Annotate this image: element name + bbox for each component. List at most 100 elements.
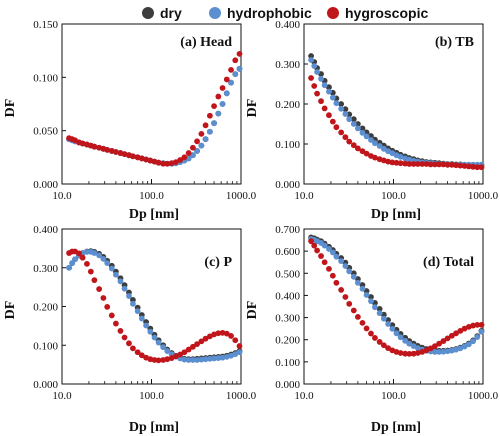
data-point-hygroscopic	[419, 161, 426, 167]
data-point-hygroscopic	[453, 162, 459, 169]
data-point-hydrophobic	[66, 264, 72, 271]
legend-marker-dry	[142, 7, 154, 19]
data-point-hydrophobic	[372, 304, 378, 311]
data-point-hygroscopic	[314, 247, 320, 254]
data-point-hygroscopic	[155, 357, 162, 364]
y-tick-label: 0.600	[275, 246, 300, 258]
data-point-hygroscopic	[160, 160, 167, 167]
data-point-hygroscopic	[333, 124, 340, 131]
y-tick-label: 0.000	[275, 379, 300, 391]
data-point-hydrophobic	[333, 253, 340, 260]
legend-label-hygroscopic: hygroscopic	[345, 5, 428, 21]
data-point-hygroscopic	[389, 159, 396, 166]
data-point-hygroscopic	[318, 98, 324, 105]
y-tick-label: 0.150	[33, 19, 58, 31]
data-point-hydrophobic	[329, 94, 336, 101]
data-point-hydrophobic	[470, 338, 476, 345]
data-point-hygroscopic	[121, 334, 128, 341]
data-point-hydrophobic	[342, 263, 349, 269]
y-tick-label: 0.000	[33, 179, 58, 191]
data-point-hydrophobic	[202, 136, 209, 143]
data-point-hydrophobic	[198, 142, 205, 149]
data-point-hygroscopic	[444, 161, 451, 168]
x-tick-label: 100.0	[139, 190, 164, 202]
data-point-hygroscopic	[194, 138, 200, 145]
data-point-hydrophobic	[321, 82, 328, 89]
panel-title: (c) P	[204, 255, 232, 270]
data-point-hydrophobic	[474, 334, 481, 340]
data-point-hygroscopic	[363, 325, 370, 332]
data-point-hygroscopic	[318, 253, 324, 259]
data-point-hygroscopic	[134, 349, 141, 356]
data-point-hygroscopic	[198, 338, 205, 345]
data-point-hygroscopic	[440, 338, 447, 344]
data-point-hygroscopic	[478, 321, 485, 328]
data-point-hydrophobic	[359, 129, 366, 136]
data-point-hygroscopic	[326, 112, 332, 119]
y-axis-label: DF	[3, 301, 18, 320]
data-point-hydrophobic	[211, 120, 217, 127]
panel-total: (d) Total Dp [nm] DF 0.000 0.100 0.200 0.30…	[245, 224, 499, 435]
data-point-hygroscopic	[431, 343, 438, 350]
data-point-hydrophobic	[314, 69, 320, 75]
data-point-hygroscopic	[198, 130, 205, 137]
x-axis-label: Dp [nm]	[129, 207, 179, 222]
data-point-hygroscopic	[436, 161, 442, 168]
data-point-hygroscopic	[465, 163, 472, 170]
data-point-hygroscopic	[206, 112, 213, 119]
y-tick-label: 0.200	[275, 99, 300, 111]
y-tick-label: 0.400	[33, 224, 58, 236]
data-point-hygroscopic	[474, 321, 481, 328]
y-tick-label: 0.300	[275, 59, 300, 71]
series-hydrophobic	[308, 236, 485, 355]
data-point-hygroscopic	[414, 161, 421, 167]
series-hydrophobic	[66, 65, 243, 167]
data-point-dry	[350, 116, 357, 123]
data-point-dry	[338, 101, 345, 107]
data-point-hygroscopic	[427, 161, 434, 168]
legend-marker-hydrophobic	[209, 7, 221, 19]
data-point-hygroscopic	[87, 268, 94, 275]
y-tick-label: 0.000	[33, 379, 58, 391]
panel-p: (c) P Dp [nm] DF 0.000 0.100 0.200 0.300 0.4…	[3, 224, 257, 435]
data-point-hydrophobic	[236, 349, 243, 356]
data-point-hygroscopic	[397, 160, 404, 167]
data-point-hygroscopic	[363, 150, 370, 157]
legend-item-hydrophobic: hydrophobic	[209, 5, 312, 21]
data-point-hydrophobic	[346, 116, 353, 123]
panel-title: (d) Total	[423, 255, 474, 270]
data-point-hygroscopic	[314, 90, 320, 97]
data-point-hydrophobic	[338, 105, 345, 112]
data-point-hygroscopic	[194, 341, 200, 347]
data-point-hydrophobic	[164, 348, 171, 354]
data-point-hygroscopic	[397, 350, 404, 356]
data-point-hydrophobic	[397, 334, 404, 341]
data-point-hygroscopic	[232, 57, 239, 64]
data-point-hygroscopic	[436, 340, 442, 347]
data-point-hydrophobic	[321, 242, 328, 249]
data-point-hydrophobic	[143, 322, 149, 329]
data-point-hygroscopic	[202, 122, 209, 129]
legend: dry hydrophobic hygroscopic	[142, 5, 428, 21]
data-point-hydrophobic	[338, 258, 345, 265]
y-tick-label: 0.100	[275, 139, 300, 151]
data-point-hygroscopic	[126, 340, 132, 347]
x-tick-label: 100.0	[381, 190, 406, 202]
data-point-hygroscopic	[410, 161, 417, 167]
data-point-hygroscopic	[189, 343, 196, 350]
data-point-hygroscopic	[326, 265, 332, 272]
data-point-hydrophobic	[431, 348, 438, 355]
data-point-hydrophobic	[215, 355, 222, 361]
data-point-hygroscopic	[346, 138, 353, 145]
data-point-hydrophobic	[72, 256, 78, 263]
data-point-hydrophobic	[215, 110, 222, 117]
panel-tb: (b) TB Dp [nm] DF 0.000 0.100 0.200 0.300 0.…	[245, 19, 499, 222]
data-point-hydrophobic	[194, 357, 200, 363]
x-tick-label: 100.0	[381, 390, 406, 402]
x-tick-label: 1000.0	[468, 190, 499, 202]
data-point-hygroscopic	[368, 330, 374, 337]
data-point-hydrophobic	[444, 348, 451, 355]
panel-title: (b) TB	[435, 35, 474, 50]
data-point-dry	[342, 106, 349, 113]
